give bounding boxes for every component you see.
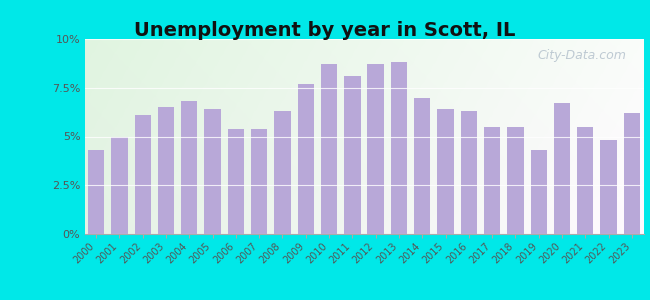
- Bar: [227, 129, 244, 234]
- Text: Unemployment by year in Scott, IL: Unemployment by year in Scott, IL: [135, 21, 515, 40]
- Bar: [298, 84, 314, 234]
- Bar: [251, 129, 267, 234]
- Bar: [507, 127, 523, 234]
- Bar: [601, 140, 617, 234]
- Bar: [530, 150, 547, 234]
- Bar: [158, 107, 174, 234]
- Bar: [391, 62, 407, 234]
- Bar: [367, 64, 383, 234]
- Bar: [484, 127, 500, 234]
- Bar: [577, 127, 593, 234]
- Bar: [274, 111, 291, 234]
- Bar: [344, 76, 361, 234]
- Bar: [111, 136, 127, 234]
- Bar: [414, 98, 430, 234]
- Bar: [554, 103, 570, 234]
- Bar: [181, 101, 198, 234]
- Bar: [205, 109, 221, 234]
- Text: City-Data.com: City-Data.com: [538, 49, 627, 62]
- Bar: [321, 64, 337, 234]
- Bar: [624, 113, 640, 234]
- Bar: [88, 150, 104, 234]
- Bar: [461, 111, 477, 234]
- Bar: [135, 115, 151, 234]
- Bar: [437, 109, 454, 234]
